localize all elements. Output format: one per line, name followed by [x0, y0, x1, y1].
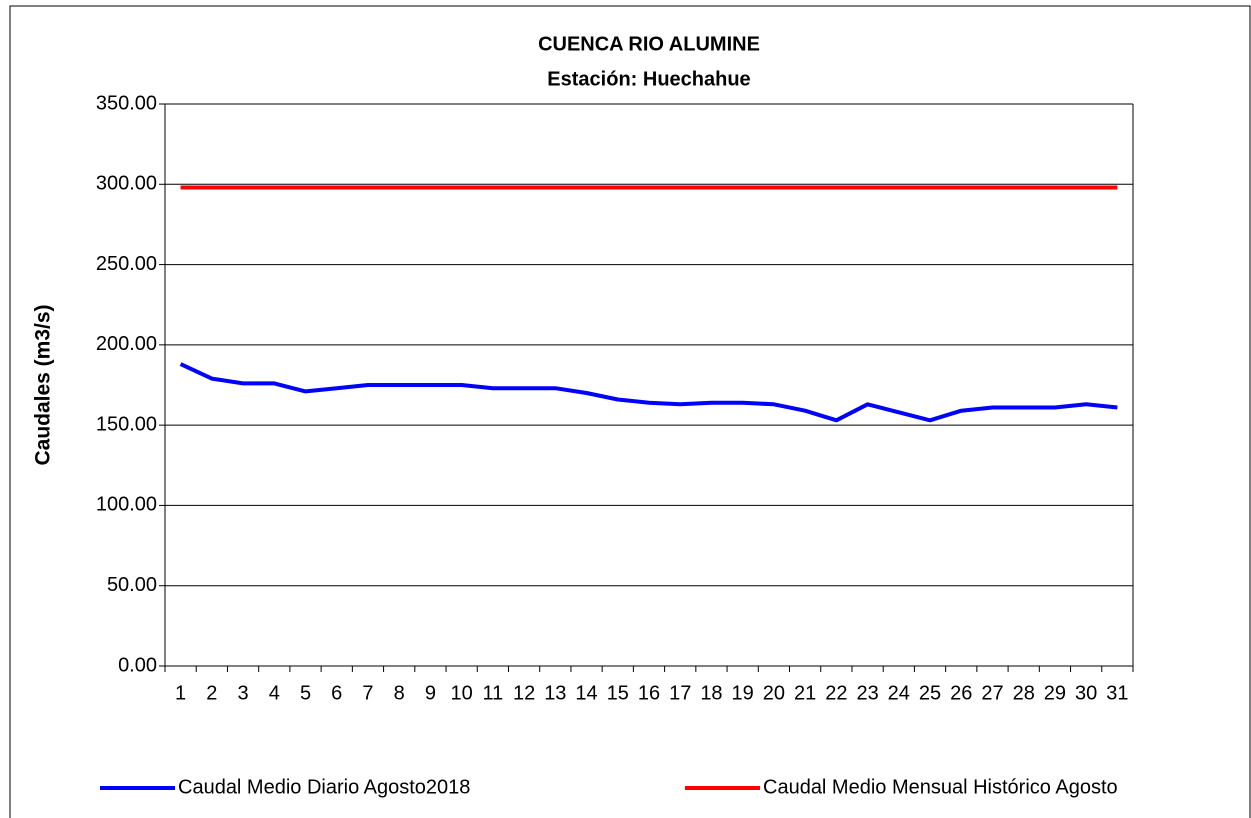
x-tick-label: 10: [451, 682, 473, 704]
chart-border: [9, 5, 1251, 818]
x-tick-label: 30: [1075, 682, 1097, 704]
x-tick-label: 1: [175, 682, 186, 704]
series-line: [179, 362, 1118, 423]
y-axis-label: Caudales (m3/s): [32, 304, 55, 465]
x-tick-label: 2: [206, 682, 217, 704]
y-tick-label: 350.00: [96, 92, 157, 114]
x-tick-label: 17: [669, 682, 691, 704]
chart-title: CUENCA RIO ALUMINE: [538, 33, 760, 55]
y-tick-label: 250.00: [96, 253, 157, 275]
x-tick-label: 18: [700, 682, 722, 704]
x-tick-label: 8: [394, 682, 405, 704]
x-tick-label: 27: [981, 682, 1003, 704]
y-tick-label: 200.00: [96, 333, 157, 355]
x-tick-label: 31: [1106, 682, 1128, 704]
y-tick-label: 100.00: [96, 494, 157, 516]
x-tick-label: 29: [1044, 682, 1066, 704]
x-tick-label: 26: [950, 682, 972, 704]
x-tick-label: 16: [638, 682, 660, 704]
x-tick-label: 20: [763, 682, 785, 704]
x-tick-label: 24: [888, 682, 910, 704]
x-tick-label: 13: [544, 682, 566, 704]
x-tick-label: 21: [794, 682, 816, 704]
chart-subtitle: Estación: Huechahue: [547, 68, 750, 90]
x-tick-label: 6: [331, 682, 342, 704]
y-tick-label: 150.00: [96, 413, 157, 435]
x-tick-label: 19: [732, 682, 754, 704]
x-tick-label: 23: [856, 682, 878, 704]
x-tick-label: 5: [300, 682, 311, 704]
y-tick-label: 300.00: [96, 173, 157, 195]
x-tick-label: 25: [919, 682, 941, 704]
x-tick-label: 22: [825, 682, 847, 704]
x-tick-label: 9: [425, 682, 436, 704]
x-tick-label: 12: [513, 682, 535, 704]
x-tick-label: 7: [362, 682, 373, 704]
legend-label: Caudal Medio Diario Agosto2018: [178, 776, 470, 798]
x-tick-label: 28: [1013, 682, 1035, 704]
legend-label: Caudal Medio Mensual Histórico Agosto: [763, 776, 1118, 798]
x-tick-label: 3: [238, 682, 249, 704]
y-tick-label: 50.00: [107, 574, 157, 596]
y-tick-label: 0.00: [118, 654, 157, 676]
x-tick-label: 11: [482, 682, 503, 704]
x-tick-label: 4: [269, 682, 280, 704]
x-tick-label: 15: [607, 682, 629, 704]
x-tick-label: 14: [575, 682, 597, 704]
